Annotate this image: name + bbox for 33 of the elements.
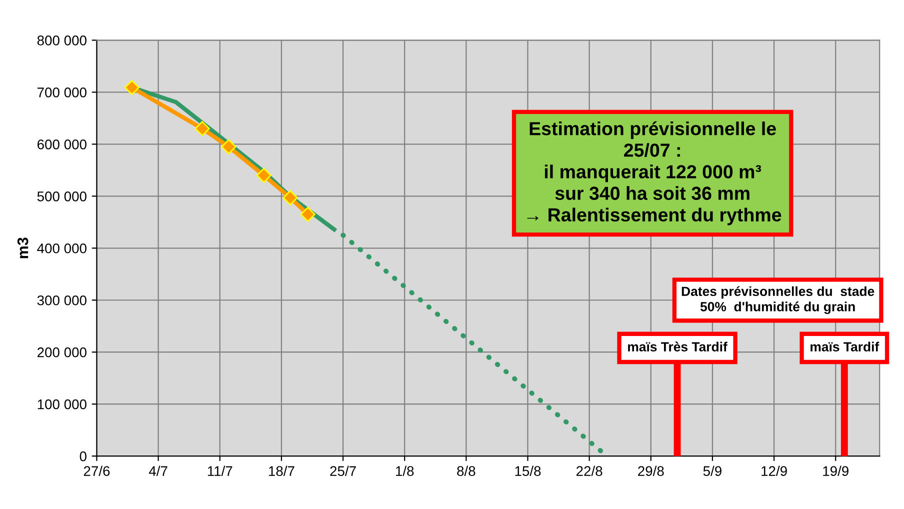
x-tick-label: 29/8 <box>638 466 664 476</box>
x-tick-label: 11/7 <box>208 466 232 476</box>
x-tick-label: 5/9 <box>703 466 722 476</box>
point <box>256 168 272 183</box>
y-tick-label: 300 000 <box>37 295 86 306</box>
point <box>300 206 316 222</box>
ref-line-label: maïs Tardif <box>810 342 880 352</box>
x-tick-label: 8/8 <box>457 466 476 476</box>
x-tick-label: 12/9 <box>762 466 787 476</box>
x-tick-label: 22/8 <box>576 466 602 476</box>
x-tick-label: 1/8 <box>396 466 414 476</box>
x-tick-label: 19/9 <box>823 466 848 476</box>
x-tick-label: 27/6 <box>84 466 110 476</box>
point <box>124 80 140 96</box>
x-tick-label: 4/7 <box>148 466 168 476</box>
ref-line-label: maïs Très Tardif <box>628 342 728 352</box>
y-tick-label: 800 000 <box>37 36 86 46</box>
point <box>221 139 236 154</box>
annotation: Dates prévisonnelles du stade 50% d'humidité du grain <box>682 286 874 314</box>
x-tick-label: 18/7 <box>268 466 294 476</box>
y-tick-label: 400 000 <box>37 243 86 254</box>
y-tick-label: 600 000 <box>38 140 86 150</box>
y-tick-label: 100 000 <box>38 399 86 410</box>
annotation: Estimation prévisionnelle le 25/07 : il manquerait 122 000 m³ sur 340 ha soit 36 mm → Ralentissement du rythme <box>527 121 782 226</box>
y-tick-label: 0 <box>80 451 86 462</box>
y-tick-label: 500 000 <box>37 191 86 202</box>
point <box>282 190 298 206</box>
x-tick-label: 25/7 <box>330 466 356 476</box>
point <box>194 121 210 136</box>
y-axis-title: m3 <box>17 238 28 258</box>
y-tick-label: 700 000 <box>38 88 86 98</box>
x-tick-label: 15/8 <box>515 466 541 476</box>
y-tick-label: 200 000 <box>38 347 86 358</box>
